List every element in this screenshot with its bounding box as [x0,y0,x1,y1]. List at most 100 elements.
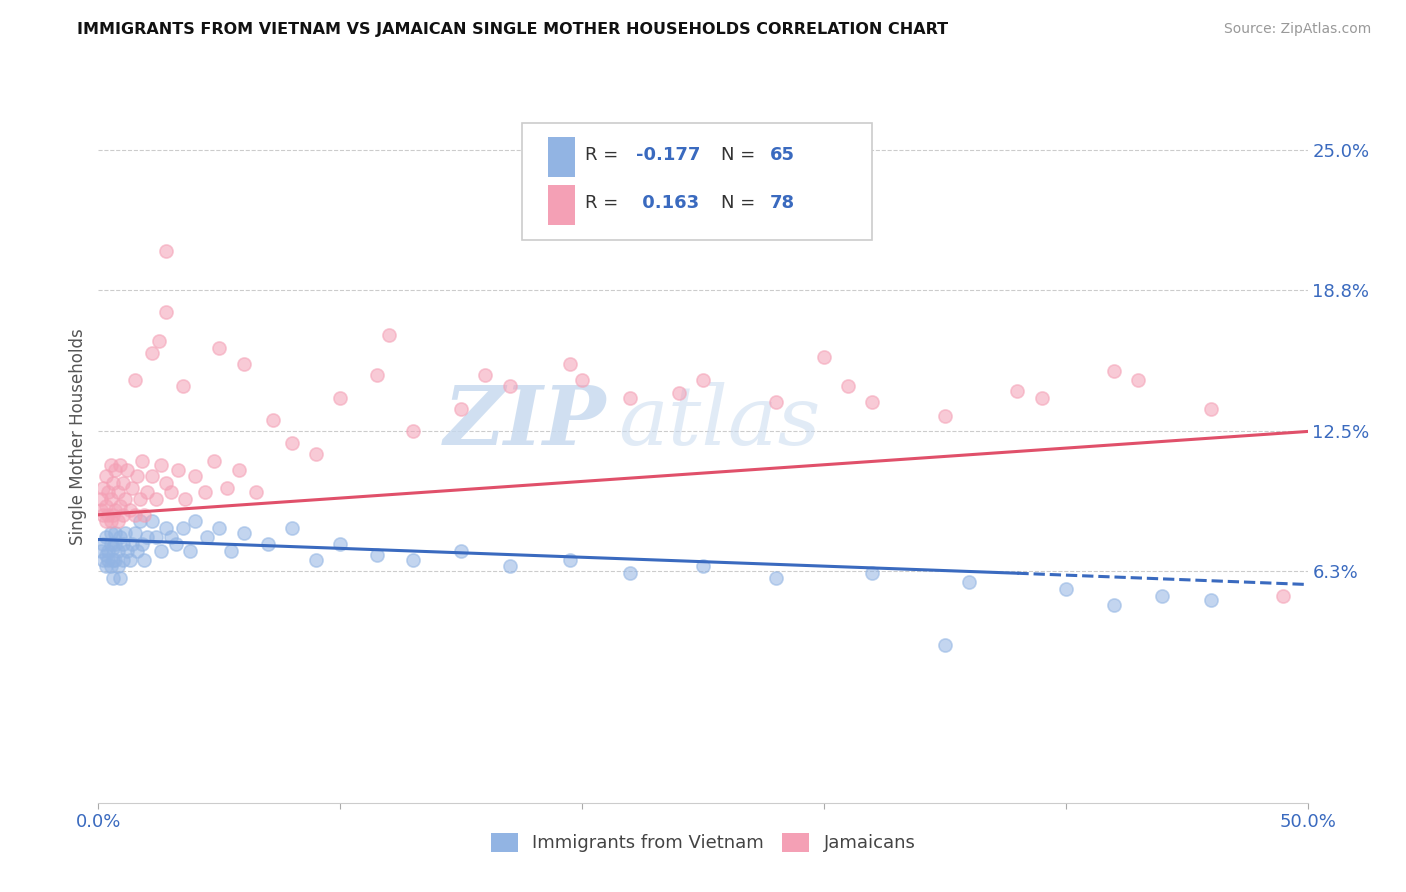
Point [155,476,177,491]
Point [232,357,254,371]
Point [117,463,139,477]
FancyBboxPatch shape [522,122,872,240]
Point [107,485,129,500]
Point [1102,364,1125,378]
Point [498,379,520,393]
Point [101,571,124,585]
Point [150,458,173,473]
Point [100,458,122,473]
Point [934,409,956,423]
Point [172,379,194,393]
Point [134,553,156,567]
Point [141,515,163,529]
Point [668,386,690,401]
Point [1199,593,1222,607]
Point [128,515,150,529]
Point [204,453,226,467]
Point [90,491,112,506]
Point [91,537,114,551]
Text: R =: R = [585,146,623,164]
Point [402,425,425,439]
Point [208,341,231,355]
Point [101,508,124,522]
Text: N =: N = [721,194,761,212]
Point [765,571,787,585]
Point [97,508,120,522]
Point [124,508,146,522]
Point [619,566,641,581]
Point [111,553,134,567]
Point [100,525,122,540]
Point [558,553,581,567]
Point [765,395,787,409]
Point [90,543,112,558]
Point [1102,598,1125,612]
Point [124,373,146,387]
Point [179,543,201,558]
Point [619,391,641,405]
Point [402,553,425,567]
Text: 65: 65 [769,146,794,164]
Point [160,530,183,544]
Point [450,543,472,558]
Point [692,373,714,387]
Point [127,543,149,558]
Point [215,481,238,495]
Point [155,244,177,259]
Point [184,469,207,483]
Point [100,559,122,574]
Text: atlas: atlas [619,383,821,462]
Text: Source: ZipAtlas.com: Source: ZipAtlas.com [1223,22,1371,37]
Point [111,508,134,522]
Point [150,543,173,558]
Point [281,521,304,535]
Point [1128,373,1150,387]
Point [101,553,124,567]
Text: N =: N = [721,146,761,164]
Point [124,525,146,540]
Point [194,485,217,500]
Point [94,530,117,544]
Point [135,485,157,500]
Point [100,491,122,506]
Point [813,350,835,364]
Point [155,305,177,319]
Point [94,559,117,574]
Point [228,463,250,477]
Point [1152,589,1174,603]
Point [245,485,267,500]
Point [97,543,120,558]
Text: 0.163: 0.163 [637,194,700,212]
Point [860,566,883,581]
Point [262,413,284,427]
Point [155,521,177,535]
Point [208,521,231,535]
Point [366,548,388,562]
Point [221,543,243,558]
Point [91,553,114,567]
Text: -0.177: -0.177 [637,146,700,164]
Point [1199,401,1222,416]
Point [498,559,520,574]
Point [97,485,120,500]
Point [957,575,980,590]
Point [108,499,131,513]
Point [104,553,127,567]
Point [167,463,190,477]
Point [131,453,153,467]
Point [104,463,127,477]
Y-axis label: Single Mother Households: Single Mother Households [69,329,87,545]
Point [107,543,129,558]
Point [114,491,136,506]
Point [111,537,134,551]
Point [108,458,131,473]
Point [377,327,399,342]
Point [1272,589,1295,603]
Point [837,379,859,393]
Point [329,391,352,405]
Point [127,469,149,483]
Point [558,357,581,371]
Point [366,368,388,383]
Point [174,491,197,506]
Point [148,334,170,349]
